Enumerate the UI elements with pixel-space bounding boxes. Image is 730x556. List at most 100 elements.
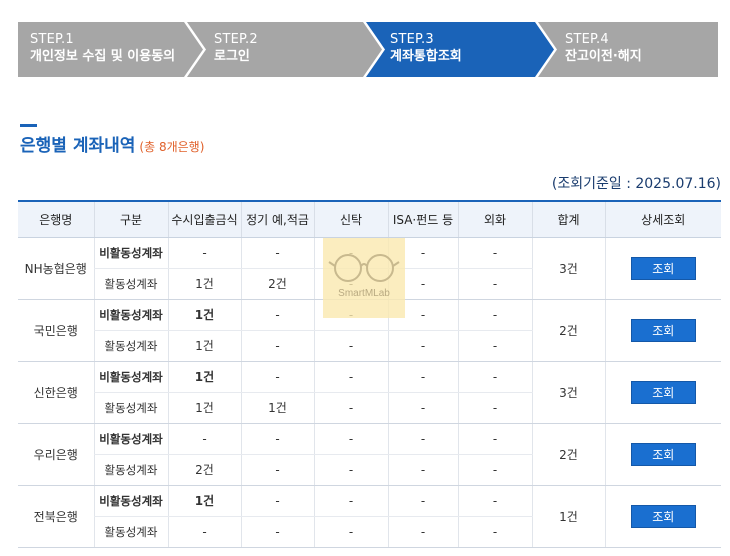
step-3-label: 계좌통합조회 [390, 49, 462, 64]
step-arrows [18, 22, 718, 77]
total-cell: 2건 [531, 423, 605, 486]
bank-count: (총 8개은행) [139, 140, 205, 154]
header-isa-fund: ISA·펀드 등 [387, 201, 458, 238]
step-2-number: STEP.2 [214, 32, 258, 47]
inactive-account-label: 비활동성계좌 [93, 361, 168, 393]
step-2-label: 로그인 [214, 49, 250, 64]
header-time-deposit: 정기 예,적금 [240, 201, 314, 238]
cell-isa-fund: - [387, 330, 458, 362]
header-demand-deposit: 수시입출금식 [167, 201, 241, 238]
step-1: STEP.1 개인정보 수집 및 이용동의 [30, 31, 175, 65]
header-total: 합계 [531, 201, 605, 238]
cell-time-deposit: - [240, 516, 314, 548]
cell-demand-deposit: 1건 [167, 485, 241, 517]
inactive-account-label: 비활동성계좌 [93, 485, 168, 517]
cell-trust: - [313, 454, 388, 486]
step-1-number: STEP.1 [30, 32, 74, 47]
view-detail-button[interactable]: 조회 [630, 256, 696, 280]
total-cell: 1건 [531, 485, 605, 548]
cell-foreign-currency: - [457, 485, 532, 517]
step-1-shape [18, 22, 203, 77]
bank-name-cell: 전북은행 [18, 485, 94, 548]
view-detail-button[interactable]: 조회 [630, 318, 696, 342]
inactive-account-label: 비활동성계좌 [93, 423, 168, 455]
cell-foreign-currency: - [457, 268, 532, 300]
table-row: 활동성계좌 1건 - - - - [18, 330, 721, 362]
cell-foreign-currency: - [457, 516, 532, 548]
header-foreign-currency: 외화 [457, 201, 532, 238]
cell-demand-deposit: - [167, 516, 241, 548]
cell-time-deposit: - [240, 423, 314, 455]
cell-foreign-currency: - [457, 392, 532, 424]
active-account-label: 활동성계좌 [93, 268, 168, 300]
inactive-account-label: 비활동성계좌 [93, 237, 168, 269]
cell-demand-deposit: 1건 [167, 299, 241, 331]
glasses-icon [328, 254, 400, 282]
step-2: STEP.2 로그인 [214, 31, 258, 65]
cell-trust: - [313, 361, 388, 393]
step-2-shape [187, 22, 382, 77]
cell-isa-fund: - [387, 392, 458, 424]
cell-trust: - [313, 392, 388, 424]
cell-foreign-currency: - [457, 299, 532, 331]
step-4-label: 잔고이전·해지 [565, 49, 642, 64]
reference-date: (조회기준일 : 2025.07.16) [551, 176, 721, 192]
table-row: 전북은행 비활동성계좌 1건 - - - -1건 조회 [18, 485, 721, 548]
cell-isa-fund: - [387, 423, 458, 455]
watermark-text: SmartMLab [338, 288, 390, 299]
bank-name-cell: NH농협은행 [18, 237, 94, 300]
cell-foreign-currency: - [457, 330, 532, 362]
total-cell: 3건 [531, 361, 605, 424]
section-title: 은행별 계좌내역 (총 8개은행) [20, 131, 204, 156]
table-row: 우리은행 비활동성계좌 - - - - -2건 조회 [18, 423, 721, 486]
section-title-text: 은행별 계좌내역 [20, 136, 136, 156]
bank-name-cell: 우리은행 [18, 423, 94, 486]
cell-foreign-currency: - [457, 454, 532, 486]
cell-foreign-currency: - [457, 361, 532, 393]
detail-cell: 조회 [604, 299, 721, 362]
table-row: 활동성계좌 1건 1건 - - - [18, 392, 721, 424]
cell-demand-deposit: 1건 [167, 268, 241, 300]
step-4-shape [538, 22, 718, 77]
step-3: STEP.3 계좌통합조회 [390, 31, 462, 65]
cell-time-deposit: 1건 [240, 392, 314, 424]
cell-demand-deposit: 2건 [167, 454, 241, 486]
detail-cell: 조회 [604, 485, 721, 548]
cell-demand-deposit: - [167, 423, 241, 455]
step-1-label: 개인정보 수집 및 이용동의 [30, 49, 176, 64]
step-3-shape [366, 22, 554, 77]
cell-trust: - [313, 423, 388, 455]
cell-time-deposit: - [240, 237, 314, 269]
cell-trust: - [313, 516, 388, 548]
cell-foreign-currency: - [457, 423, 532, 455]
cell-demand-deposit: 1건 [167, 330, 241, 362]
view-detail-button[interactable]: 조회 [630, 442, 696, 466]
cell-demand-deposit: - [167, 237, 241, 269]
active-account-label: 활동성계좌 [93, 330, 168, 362]
cell-demand-deposit: 1건 [167, 361, 241, 393]
total-cell: 2건 [531, 299, 605, 362]
view-detail-button[interactable]: 조회 [630, 380, 696, 404]
table-row: 활동성계좌 2건 - - - - [18, 454, 721, 486]
cell-demand-deposit: 1건 [167, 392, 241, 424]
detail-cell: 조회 [604, 423, 721, 486]
active-account-label: 활동성계좌 [93, 392, 168, 424]
step-4-number: STEP.4 [565, 32, 609, 47]
table-row: 신한은행 비활동성계좌 1건 - - - -3건 조회 [18, 361, 721, 424]
bank-name-cell: 국민은행 [18, 299, 94, 362]
header-detail: 상세조회 [604, 201, 721, 238]
cell-foreign-currency: - [457, 237, 532, 269]
header-type: 구분 [93, 201, 168, 238]
cell-isa-fund: - [387, 361, 458, 393]
cell-isa-fund: - [387, 516, 458, 548]
view-detail-button[interactable]: 조회 [630, 504, 696, 528]
inactive-account-label: 비활동성계좌 [93, 299, 168, 331]
cell-time-deposit: - [240, 361, 314, 393]
total-cell: 3건 [531, 237, 605, 300]
active-account-label: 활동성계좌 [93, 516, 168, 548]
bank-name-cell: 신한은행 [18, 361, 94, 424]
cell-trust: - [313, 330, 388, 362]
header-bank: 은행명 [18, 201, 94, 238]
step-progress-bar: STEP.1 개인정보 수집 및 이용동의 STEP.2 로그인 STEP.3 … [18, 22, 718, 77]
watermark: SmartMLab [323, 238, 405, 318]
